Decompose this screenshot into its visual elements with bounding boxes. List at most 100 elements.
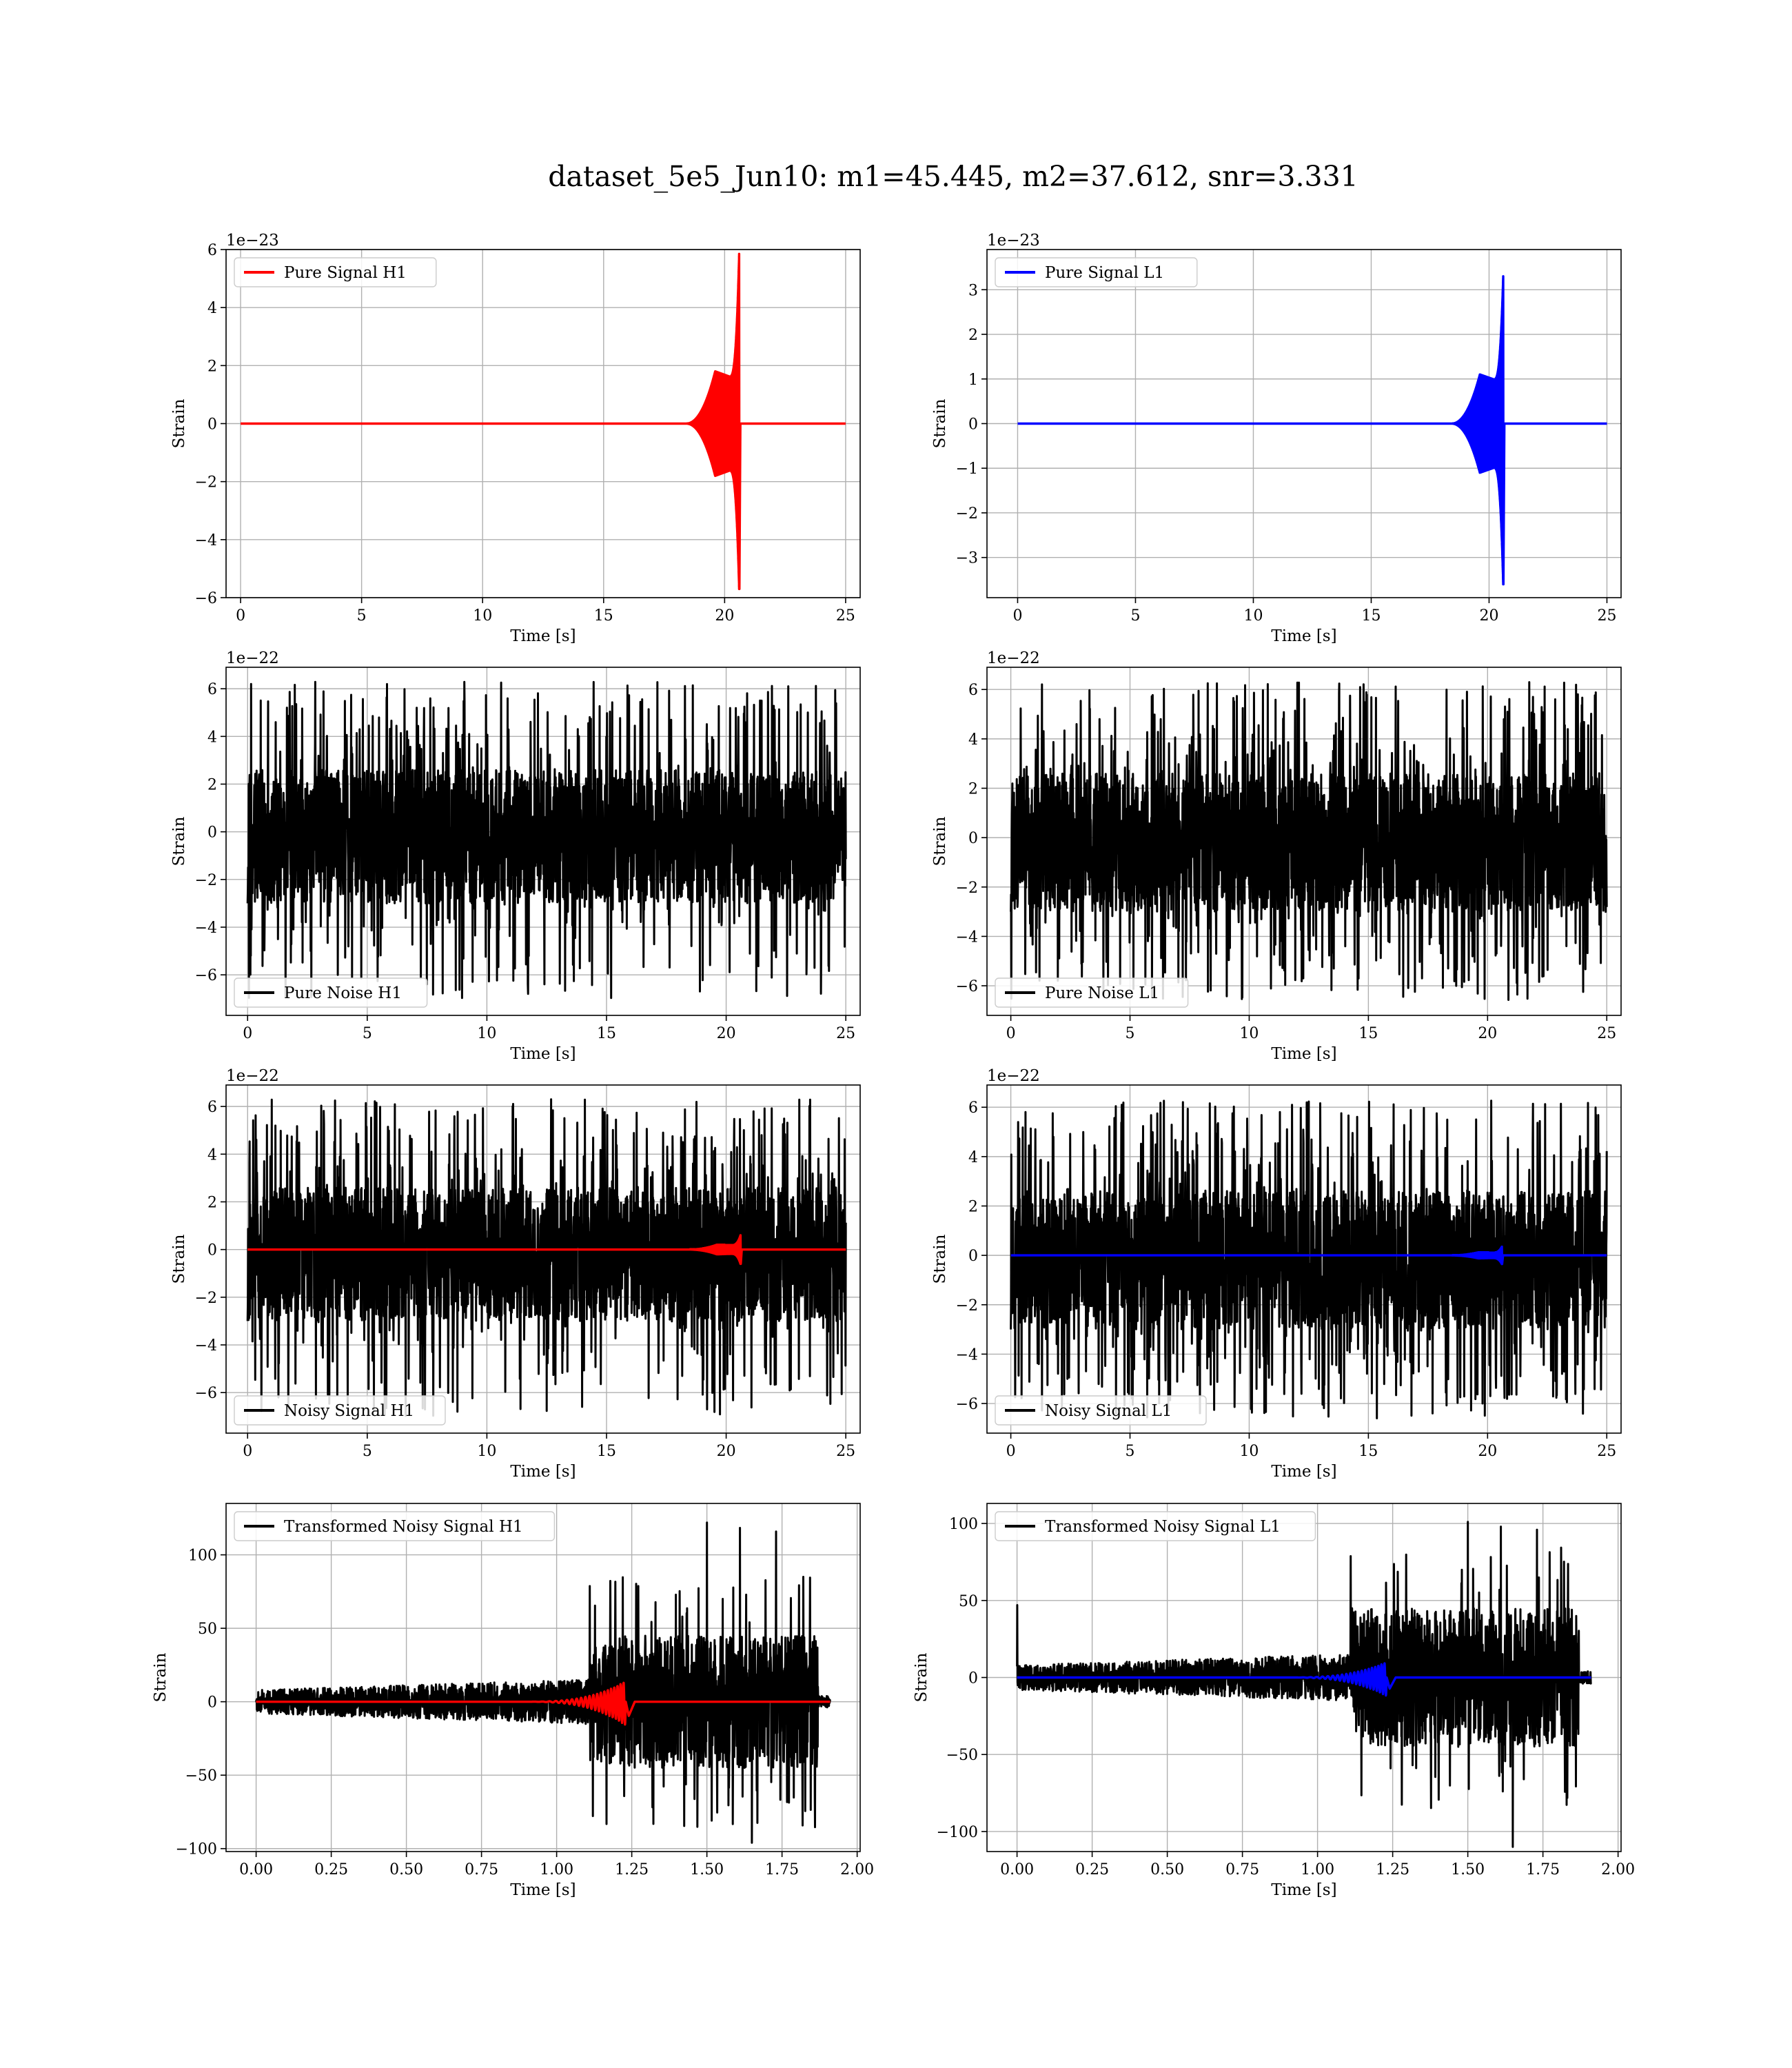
legend-box — [995, 1395, 1207, 1426]
legend: Noisy Signal H1 — [234, 1395, 446, 1426]
x-tick-label: 20 — [1478, 1025, 1497, 1042]
series-line-pure-signal-h1 — [241, 252, 846, 591]
y-tick-label: −6 — [956, 1396, 978, 1413]
x-tick-label: 0 — [1006, 1025, 1016, 1042]
legend-label: Pure Noise H1 — [284, 984, 402, 1002]
y-tick-label: −6 — [195, 590, 217, 607]
series-line-pure-signal-l1 — [1010, 1245, 1607, 1266]
plot-area — [1010, 681, 1608, 1001]
y-tick-label: 6 — [207, 242, 217, 259]
x-tick-label: 1.50 — [1451, 1861, 1485, 1878]
plot-area — [255, 1521, 831, 1844]
y-tick-label: −2 — [956, 1297, 978, 1315]
figure-title: dataset_5e5_Jun10: m1=45.445, m2=37.612,… — [548, 160, 1358, 193]
y-tick-label: 0 — [968, 1248, 978, 1265]
y-tick-label: −100 — [937, 1824, 978, 1841]
legend-box — [995, 977, 1189, 1008]
y-tick-label: −2 — [195, 872, 217, 889]
y-axis-label: Strain — [931, 398, 949, 448]
y-axis-label: Strain — [913, 1652, 930, 1702]
ticks: 0.00 0.25 0.50 0.75 1.00 1.25 1.50 1.75 2.00 −100… — [937, 1516, 1636, 1878]
x-tick-label: 20 — [1479, 607, 1498, 625]
ticks: 0 5 10 15 20 25 −3 −2 −1 0 1 2 3 — [956, 282, 1617, 625]
x-tick-label: 0.25 — [314, 1861, 348, 1878]
x-tick-label: 10 — [1239, 1025, 1259, 1042]
x-axis-label: Time [s] — [1271, 1881, 1336, 1899]
x-tick-label: 25 — [1597, 1025, 1616, 1042]
y-axis-label: Strain — [170, 398, 188, 448]
ticks: 0 5 10 15 20 25 −6 −4 −2 0 2 4 6 — [195, 681, 856, 1042]
plot-area — [246, 680, 847, 1000]
ticks: 0 5 10 15 20 25 −6 −4 −2 0 2 4 6 — [956, 682, 1617, 1042]
x-tick-label: 10 — [477, 1443, 496, 1460]
x-tick-label: 0 — [1006, 1443, 1016, 1460]
legend-label: Pure Signal H1 — [284, 264, 407, 282]
legend: Pure Noise L1 — [995, 977, 1189, 1008]
x-tick-label: 15 — [1361, 607, 1381, 625]
x-tick-label: 15 — [597, 1025, 616, 1042]
series-line-pure-signal-h1 — [256, 1681, 831, 1726]
y-tick-label: 2 — [968, 327, 978, 344]
subplot-pure-noise-h1: 0 5 10 15 20 25 −6 −4 −2 0 2 4 6 Time [s] Strain 1e−22 P… — [170, 649, 861, 1063]
y-tick-label: 100 — [949, 1516, 978, 1533]
x-tick-label: 15 — [1358, 1025, 1378, 1042]
x-tick-label: 0.00 — [1000, 1861, 1034, 1878]
axes-frame — [225, 1503, 861, 1852]
y-tick-label: 0 — [968, 830, 978, 847]
x-tick-label: 5 — [1130, 607, 1140, 625]
series-line-transformed-noisy-signal-l1 — [1016, 1521, 1592, 1848]
x-tick-label: 5 — [1126, 1443, 1135, 1460]
series-line-pure-signal-l1 — [1017, 1662, 1591, 1697]
legend: Pure Noise H1 — [234, 977, 428, 1008]
series-line-pure-noise-h1 — [246, 680, 847, 1000]
axes-frame — [225, 667, 861, 1016]
x-tick-label: 20 — [717, 1025, 736, 1042]
y-tick-label: 6 — [968, 1099, 978, 1117]
y-tick-label: −50 — [946, 1747, 978, 1764]
x-tick-label: 1.00 — [1301, 1861, 1334, 1878]
x-tick-label: 25 — [836, 1443, 855, 1460]
x-tick-label: 0 — [243, 1025, 252, 1042]
y-tick-label: 1 — [968, 372, 978, 389]
y-offset-text: 1e−22 — [226, 649, 279, 667]
y-offset-text: 1e−22 — [226, 1067, 279, 1085]
subplot-noisy-signal-l1: 0 5 10 15 20 25 −6 −4 −2 0 2 4 6 Time [s] Strain 1e−22 N… — [931, 1067, 1622, 1481]
y-tick-label: −3 — [956, 550, 978, 567]
x-tick-label: 2.00 — [1601, 1861, 1635, 1878]
x-axis-label: Time [s] — [1271, 1463, 1336, 1481]
legend-label: Pure Signal L1 — [1045, 264, 1164, 282]
x-tick-label: 1.00 — [540, 1861, 573, 1878]
legend-box — [995, 257, 1198, 287]
x-tick-label: 0 — [243, 1443, 252, 1460]
y-tick-label: 4 — [968, 731, 978, 749]
x-tick-label: 25 — [836, 1025, 855, 1042]
y-tick-label: 4 — [207, 1146, 217, 1164]
y-axis-label: Strain — [170, 1234, 188, 1284]
y-tick-label: −2 — [956, 880, 978, 897]
x-axis-label: Time [s] — [510, 627, 576, 645]
x-tick-label: 25 — [1597, 607, 1616, 625]
y-tick-label: 50 — [959, 1593, 978, 1610]
x-tick-label: 20 — [715, 607, 734, 625]
ticks: 0 5 10 15 20 25 −6 −4 −2 0 2 4 6 — [956, 1099, 1617, 1460]
y-tick-label: 2 — [207, 1194, 217, 1211]
subplot-noisy-signal-h1: 0 5 10 15 20 25 −6 −4 −2 0 2 4 6 Time [s] Strain 1e−22 N… — [170, 1067, 861, 1481]
x-tick-label: 20 — [1478, 1443, 1497, 1460]
y-tick-label: 3 — [968, 282, 978, 299]
legend-label: Noisy Signal L1 — [1045, 1402, 1172, 1420]
y-tick-label: −4 — [195, 1337, 217, 1355]
x-tick-label: 15 — [594, 607, 613, 625]
y-tick-label: −1 — [956, 460, 978, 478]
x-tick-label: 10 — [473, 607, 492, 625]
legend-box — [234, 977, 428, 1008]
y-tick-label: 0 — [207, 1694, 217, 1712]
series-line-pure-signal-l1 — [1017, 275, 1607, 586]
series-line-transformed-noisy-signal-h1 — [255, 1521, 831, 1844]
axes-frame — [986, 667, 1622, 1016]
ticks: 0.00 0.25 0.50 0.75 1.00 1.25 1.50 1.75 2.00 −100… — [176, 1548, 875, 1878]
plot-area — [1016, 1521, 1592, 1848]
y-offset-text: 1e−22 — [987, 649, 1040, 667]
y-tick-label: −100 — [176, 1841, 217, 1858]
series-line-pure-noise-l1 — [1010, 681, 1608, 1001]
ticks: 0 5 10 15 20 25 −6 −4 −2 0 2 4 6 — [195, 242, 855, 625]
